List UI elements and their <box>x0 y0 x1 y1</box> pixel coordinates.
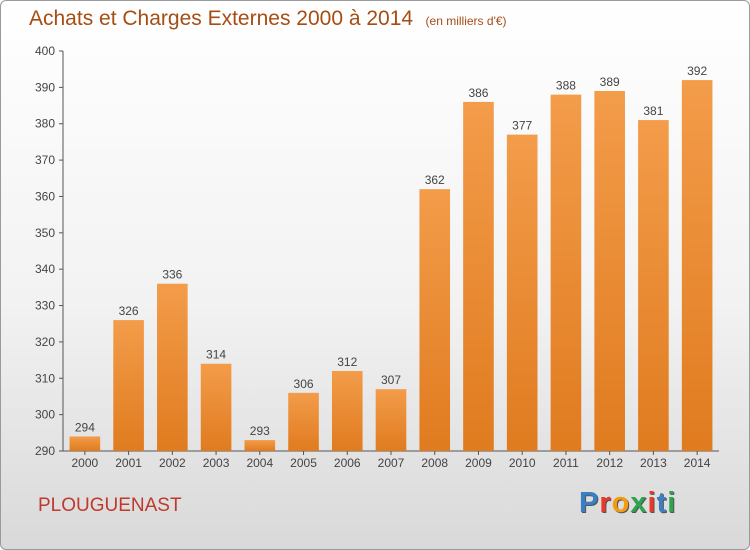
x-tick-label: 2008 <box>421 456 448 470</box>
data-label: 377 <box>512 119 532 133</box>
data-label: 388 <box>556 79 576 93</box>
x-tick-label: 2004 <box>246 456 273 470</box>
x-tick-label: 2012 <box>596 456 623 470</box>
bar <box>681 80 713 451</box>
x-tick-label: 2009 <box>465 456 492 470</box>
y-tick-label: 360 <box>35 189 55 203</box>
bar <box>550 94 582 452</box>
data-label: 312 <box>337 355 357 369</box>
x-tick-label: 2005 <box>290 456 317 470</box>
x-tick-label: 2003 <box>203 456 230 470</box>
data-label: 381 <box>643 104 663 118</box>
x-tick-label: 2014 <box>684 456 711 470</box>
logo-letter: i <box>647 487 657 519</box>
y-tick-label: 290 <box>35 444 55 458</box>
data-label: 389 <box>600 75 620 89</box>
y-tick-label: 390 <box>35 80 55 94</box>
bar <box>69 436 101 451</box>
y-tick-label: 320 <box>35 335 55 349</box>
y-tick-label: 330 <box>35 299 55 313</box>
y-tick-label: 340 <box>35 262 55 276</box>
data-label: 307 <box>381 373 401 387</box>
bar <box>594 91 625 451</box>
data-label: 336 <box>162 268 182 282</box>
commune-name: PLOUGUENAST <box>38 495 182 516</box>
logo-letter: t <box>656 487 668 519</box>
x-tick-label: 2010 <box>509 456 536 470</box>
bar <box>419 189 451 451</box>
bar <box>331 371 363 451</box>
y-tick-label: 400 <box>35 44 55 58</box>
logo-letter: o <box>611 487 631 519</box>
data-label: 306 <box>294 377 314 391</box>
bar <box>506 134 538 452</box>
data-label: 392 <box>687 64 707 78</box>
data-label: 294 <box>75 420 95 434</box>
x-tick-label: 2000 <box>72 456 99 470</box>
x-tick-label: 2007 <box>378 456 405 470</box>
bar <box>244 440 276 451</box>
x-tick-label: 2001 <box>115 456 142 470</box>
bar <box>288 392 319 451</box>
y-tick-label: 370 <box>35 153 55 167</box>
logo-letter: i <box>667 487 677 519</box>
data-label: 326 <box>119 304 139 318</box>
x-tick-label: 2013 <box>640 456 667 470</box>
chart-title: Achats et Charges Externes 2000 à 2014 (… <box>29 7 507 31</box>
bar <box>463 101 494 451</box>
data-label: 362 <box>425 173 445 187</box>
chart-title-text: Achats et Charges Externes 2000 à 2014 <box>29 7 414 30</box>
logo-letter: r <box>599 487 612 519</box>
logo-letter: P <box>579 487 600 519</box>
y-tick-label: 380 <box>35 117 55 131</box>
proxiti-logo: Proxiti <box>579 487 676 520</box>
bar <box>113 320 144 451</box>
x-tick-label: 2011 <box>553 456 579 470</box>
y-tick-label: 300 <box>35 408 55 422</box>
data-label: 293 <box>250 424 270 438</box>
bar <box>157 283 188 451</box>
chart-subtitle: (en milliers d'€) <box>425 14 507 28</box>
data-label: 314 <box>206 348 226 362</box>
x-tick-label: 2006 <box>334 456 361 470</box>
bar <box>638 120 669 451</box>
bar <box>200 363 232 451</box>
x-tick-label: 2002 <box>159 456 186 470</box>
logo-letter: x <box>630 487 648 519</box>
data-label: 386 <box>468 86 488 100</box>
y-tick-label: 350 <box>35 226 55 240</box>
y-tick-label: 310 <box>35 371 55 385</box>
bar <box>375 389 407 451</box>
